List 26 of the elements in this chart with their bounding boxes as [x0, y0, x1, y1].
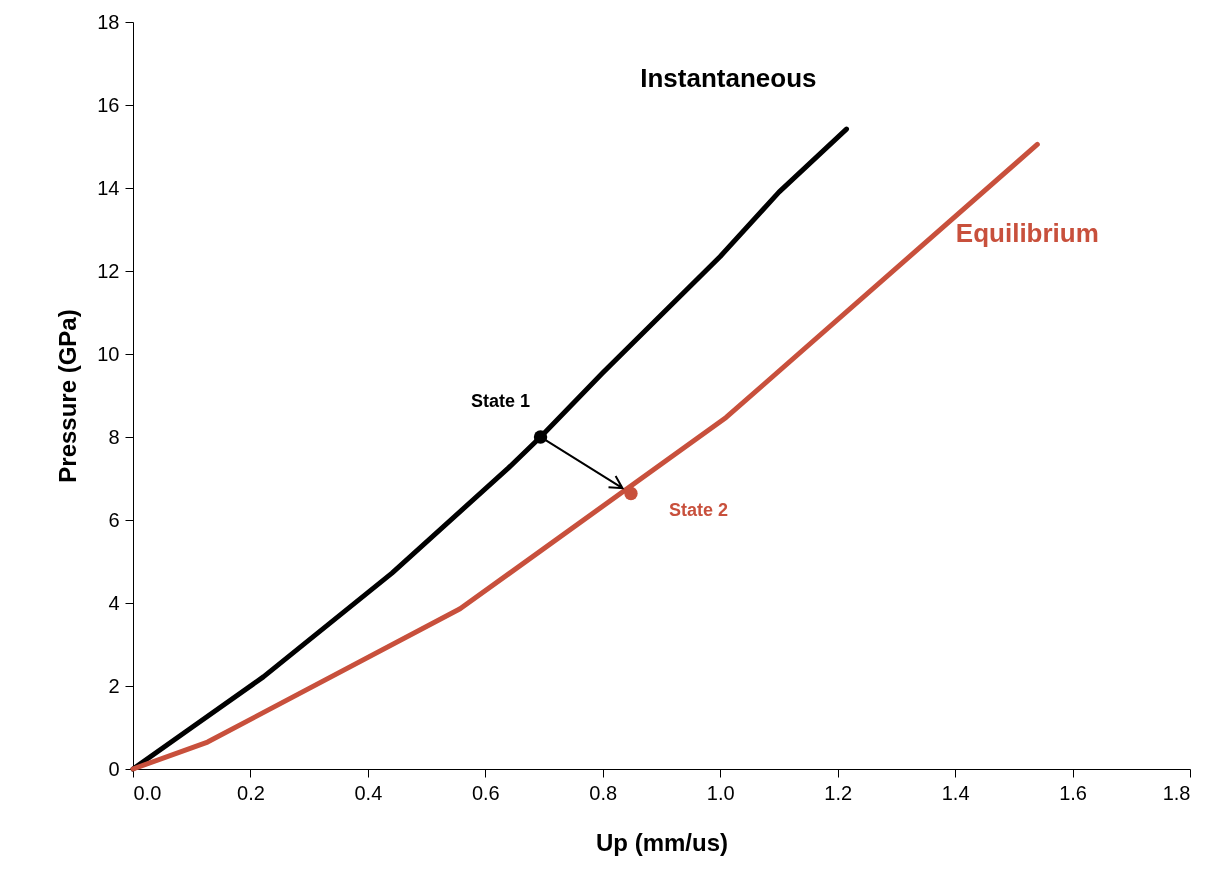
series-label: State 1 — [471, 391, 531, 411]
x-tick-label: 1.8 — [1162, 781, 1191, 804]
x-axis-title: Up (mm/us) — [596, 828, 728, 856]
y-axis-title: Pressure (GPa) — [54, 309, 82, 483]
series-label: Equilibrium — [955, 218, 1099, 249]
y-tick-label: 12 — [97, 259, 120, 282]
x-tick-label: 1.2 — [824, 781, 853, 804]
x-tick-label: 0.0 — [133, 781, 162, 804]
y-tick-label: 14 — [97, 176, 120, 199]
x-tick-label: 0.8 — [589, 781, 618, 804]
series-label: Instantaneous — [640, 63, 817, 94]
x-tick-label: 1.6 — [1059, 781, 1087, 804]
y-tick-label: 18 — [97, 10, 120, 33]
x-tick-label: 0.2 — [237, 781, 265, 804]
y-tick-label: 0 — [108, 757, 120, 780]
x-tick-label: 1.4 — [941, 781, 970, 804]
x-tick-label: 0.4 — [354, 781, 383, 804]
y-tick-label: 8 — [108, 425, 120, 448]
x-tick-label: 1.0 — [706, 781, 735, 804]
series-label: State 2 — [668, 500, 728, 521]
y-tick-label: 2 — [108, 674, 120, 697]
x-tick-label: 0.6 — [471, 781, 500, 804]
y-tick-label: 4 — [108, 591, 120, 614]
y-tick-label: 6 — [108, 508, 120, 531]
y-tick-label: 16 — [97, 93, 120, 116]
y-tick-label: 10 — [97, 342, 120, 365]
